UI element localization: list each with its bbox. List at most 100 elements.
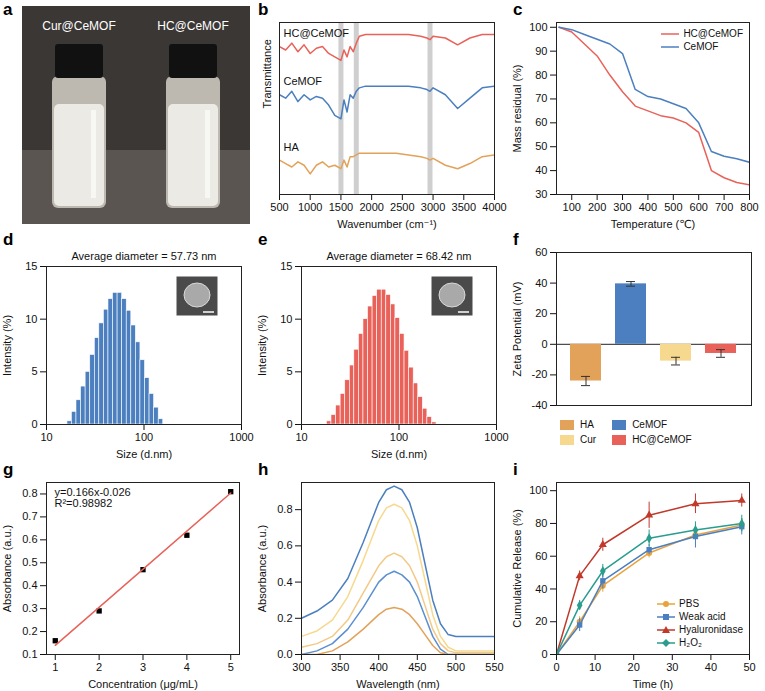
svg-text:550: 550 xyxy=(485,661,503,673)
svg-text:0: 0 xyxy=(286,418,292,430)
svg-text:20: 20 xyxy=(535,307,547,319)
svg-text:20: 20 xyxy=(535,615,547,627)
svg-text:Transmittance: Transmittance xyxy=(261,39,273,108)
svg-text:500: 500 xyxy=(664,201,682,213)
svg-text:40: 40 xyxy=(535,277,547,289)
svg-text:0.8: 0.8 xyxy=(277,503,292,515)
svg-text:4000: 4000 xyxy=(482,201,506,213)
svg-text:30: 30 xyxy=(666,661,678,673)
svg-text:10: 10 xyxy=(589,661,601,673)
svg-text:10: 10 xyxy=(280,313,292,325)
svg-text:600: 600 xyxy=(690,201,708,213)
svg-text:Zeta Potential (mV): Zeta Potential (mV) xyxy=(511,282,523,377)
svg-text:Mass residual (%): Mass residual (%) xyxy=(511,64,523,152)
svg-text:500: 500 xyxy=(270,201,288,213)
svg-text:Temperature (℃): Temperature (℃) xyxy=(611,218,696,230)
svg-text:Wavenumber (cm⁻¹): Wavenumber (cm⁻¹) xyxy=(337,218,437,230)
svg-text:450: 450 xyxy=(408,661,426,673)
svg-text:1500: 1500 xyxy=(329,201,353,213)
svg-text:Intensity (%): Intensity (%) xyxy=(256,315,268,376)
svg-text:800: 800 xyxy=(740,201,758,213)
svg-text:0.6: 0.6 xyxy=(277,539,292,551)
svg-text:2500: 2500 xyxy=(390,201,414,213)
svg-text:5: 5 xyxy=(31,365,37,377)
svg-text:40: 40 xyxy=(535,582,547,594)
svg-text:100: 100 xyxy=(529,21,547,33)
svg-text:50: 50 xyxy=(743,661,755,673)
svg-text:Time (h): Time (h) xyxy=(633,678,674,690)
svg-text:3: 3 xyxy=(140,661,146,673)
svg-text:-40: -40 xyxy=(532,399,548,411)
svg-text:100: 100 xyxy=(390,431,408,443)
svg-text:0.4: 0.4 xyxy=(22,579,37,591)
svg-text:400: 400 xyxy=(639,201,657,213)
svg-text:50: 50 xyxy=(535,140,547,152)
svg-text:60: 60 xyxy=(535,246,547,258)
svg-text:300: 300 xyxy=(613,201,631,213)
svg-text:0.6: 0.6 xyxy=(22,533,37,545)
svg-text:Intensity (%): Intensity (%) xyxy=(1,315,13,376)
svg-text:300: 300 xyxy=(292,661,310,673)
svg-text:Size (d.nm): Size (d.nm) xyxy=(371,448,427,460)
svg-text:60: 60 xyxy=(535,550,547,562)
svg-text:Average diameter = 68.42 nm: Average diameter = 68.42 nm xyxy=(326,250,471,262)
svg-text:100: 100 xyxy=(529,484,547,496)
svg-text:15: 15 xyxy=(280,260,292,272)
svg-text:0: 0 xyxy=(31,418,37,430)
svg-text:70: 70 xyxy=(535,92,547,104)
svg-text:90: 90 xyxy=(535,45,547,57)
svg-text:Cumulative Release (%): Cumulative Release (%) xyxy=(511,509,523,628)
svg-text:0.1: 0.1 xyxy=(22,648,37,660)
svg-text:100: 100 xyxy=(135,431,153,443)
svg-text:CeMOF: CeMOF xyxy=(284,75,323,87)
svg-text:10: 10 xyxy=(295,431,307,443)
svg-text:1000: 1000 xyxy=(484,431,508,443)
svg-text:0.8: 0.8 xyxy=(22,487,37,499)
svg-text:60: 60 xyxy=(535,116,547,128)
svg-text:Concentration (μg/mL): Concentration (μg/mL) xyxy=(88,678,198,690)
svg-text:Average diameter = 57.73 nm: Average diameter = 57.73 nm xyxy=(71,250,216,262)
svg-text:HC@CeMOF: HC@CeMOF xyxy=(284,27,350,39)
svg-text:10: 10 xyxy=(25,313,37,325)
svg-text:500: 500 xyxy=(447,661,465,673)
svg-text:0.2: 0.2 xyxy=(22,625,37,637)
svg-text:3500: 3500 xyxy=(452,201,476,213)
svg-text:1000: 1000 xyxy=(229,431,253,443)
svg-text:Cur@CeMOF: Cur@CeMOF xyxy=(42,19,116,33)
svg-text:100: 100 xyxy=(563,201,581,213)
svg-text:HC@CeMOF: HC@CeMOF xyxy=(157,19,229,33)
svg-text:1: 1 xyxy=(52,661,58,673)
svg-text:40: 40 xyxy=(535,164,547,176)
svg-text:5: 5 xyxy=(228,661,234,673)
svg-text:2: 2 xyxy=(96,661,102,673)
svg-text:2000: 2000 xyxy=(359,201,383,213)
svg-text:Wavelength (nm): Wavelength (nm) xyxy=(356,678,439,690)
svg-text:4: 4 xyxy=(184,661,190,673)
svg-text:y=0.166x-0.026R²=0.98982: y=0.166x-0.026R²=0.98982 xyxy=(55,486,131,509)
svg-text:40: 40 xyxy=(705,661,717,673)
svg-text:0.7: 0.7 xyxy=(22,510,37,522)
svg-text:Absorbance (a.u.): Absorbance (a.u.) xyxy=(1,525,13,612)
svg-text:5: 5 xyxy=(286,365,292,377)
svg-text:Absorbance (a.u.): Absorbance (a.u.) xyxy=(256,525,268,612)
svg-text:0: 0 xyxy=(553,661,559,673)
svg-text:0.2: 0.2 xyxy=(277,612,292,624)
svg-text:20: 20 xyxy=(628,661,640,673)
svg-text:0.0: 0.0 xyxy=(277,648,292,660)
svg-text:-20: -20 xyxy=(532,368,548,380)
svg-text:0: 0 xyxy=(541,648,547,660)
svg-text:Size (d.nm): Size (d.nm) xyxy=(116,448,172,460)
svg-text:1000: 1000 xyxy=(298,201,322,213)
svg-text:3000: 3000 xyxy=(421,201,445,213)
svg-text:200: 200 xyxy=(588,201,606,213)
svg-text:80: 80 xyxy=(535,69,547,81)
svg-text:0.4: 0.4 xyxy=(277,576,292,588)
svg-text:0.3: 0.3 xyxy=(22,602,37,614)
svg-text:0.5: 0.5 xyxy=(22,556,37,568)
svg-text:HA: HA xyxy=(284,141,300,153)
svg-text:10: 10 xyxy=(40,431,52,443)
svg-text:30: 30 xyxy=(535,188,547,200)
svg-text:80: 80 xyxy=(535,517,547,529)
svg-text:700: 700 xyxy=(715,201,733,213)
svg-text:350: 350 xyxy=(331,661,349,673)
